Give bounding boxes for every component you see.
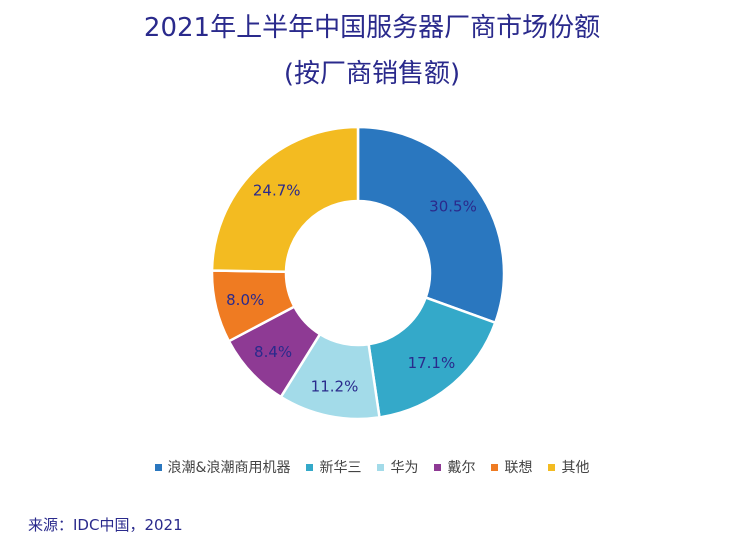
slice-value-label-5: 8.0% xyxy=(226,291,264,309)
legend-label: 新华三 xyxy=(319,460,362,476)
donut-slice-1 xyxy=(356,125,506,325)
slice-value-label-6: 24.7% xyxy=(253,181,301,199)
chart-subtitle: (按厂商销售额) xyxy=(283,59,461,89)
legend-item-6: 其他 xyxy=(548,457,589,477)
legend-swatch-icon xyxy=(434,463,442,471)
legend-item-1: 浪潮&浪潮商用机器 xyxy=(154,457,291,477)
legend-label: 联想 xyxy=(504,460,533,476)
slice-value-label-2: 17.1% xyxy=(408,354,456,372)
legend-item-3: 华为 xyxy=(377,457,418,477)
source-note: 来源：IDC中国，2021 xyxy=(28,516,183,534)
chart-legend: 浪潮&浪潮商用机器 新华三 华为 戴尔 联想 其他 xyxy=(0,457,744,477)
chart-title: 2021年上半年中国服务器厂商市场份额 xyxy=(143,13,601,43)
legend-swatch-icon xyxy=(491,463,499,471)
legend-swatch-icon xyxy=(306,463,314,471)
legend-label: 浪潮&浪潮商用机器 xyxy=(167,460,291,476)
slice-value-label-3: 11.2% xyxy=(311,378,359,396)
slice-value-label-1: 30.5% xyxy=(429,197,477,215)
legend-swatch-icon xyxy=(154,463,162,471)
donut-slice-6 xyxy=(210,125,360,274)
legend-swatch-icon xyxy=(548,463,556,471)
legend-label: 华为 xyxy=(390,460,419,476)
slice-value-label-4: 8.4% xyxy=(254,343,292,361)
legend-swatch-icon xyxy=(377,463,385,471)
legend-item-2: 新华三 xyxy=(306,457,361,477)
legend-label: 其他 xyxy=(561,460,590,476)
legend-label: 戴尔 xyxy=(447,460,476,476)
donut-slice-2 xyxy=(367,295,497,419)
legend-item-4: 戴尔 xyxy=(434,457,475,477)
legend-item-5: 联想 xyxy=(491,457,532,477)
